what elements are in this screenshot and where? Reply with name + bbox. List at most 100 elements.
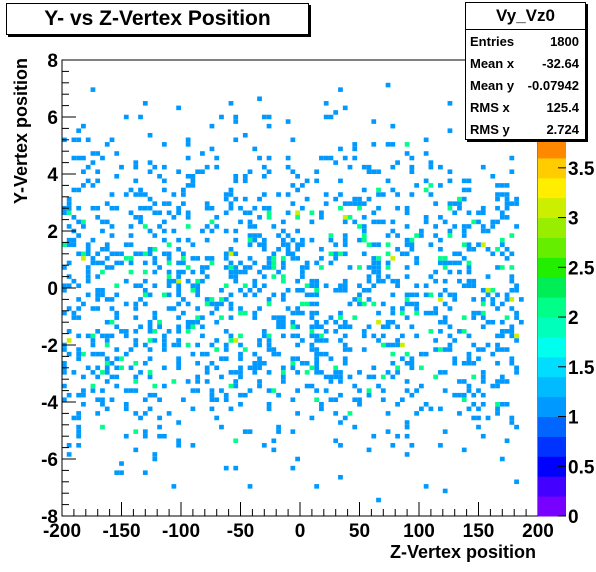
heatmap-cell [504, 215, 510, 220]
heatmap-cell [261, 242, 267, 247]
heatmap-cell [76, 155, 82, 161]
heatmap-cell [323, 114, 329, 120]
heatmap-cell [333, 256, 339, 261]
heatmap-cell [352, 397, 358, 402]
heatmap-cell [123, 329, 129, 334]
heatmap-cell [223, 397, 229, 402]
heatmap-cell [385, 342, 391, 348]
heatmap-cell [442, 265, 448, 270]
heatmap-cell [66, 338, 72, 343]
heatmap-cell [62, 397, 67, 402]
heatmap-cell [271, 292, 277, 298]
heatmap-cell [461, 329, 467, 334]
palette-swatch [538, 277, 566, 298]
heatmap-cell [214, 215, 220, 220]
heatmap-cell [95, 351, 101, 357]
heatmap-cell [357, 397, 362, 402]
heatmap-cell [100, 288, 105, 293]
heatmap-cell [71, 310, 77, 316]
palette-swatch [538, 416, 566, 437]
heatmap-cell [228, 101, 234, 106]
heatmap-cell [447, 306, 453, 311]
heatmap-cell [233, 137, 239, 143]
heatmap-cell [223, 251, 229, 257]
heatmap-cell [142, 433, 148, 439]
heatmap-cell [399, 306, 405, 311]
heatmap-cell [138, 297, 143, 302]
stats-rows: Entries 1800 Mean x -32.64 Mean y -0.07942 RMS… [466, 30, 585, 140]
heatmap-cell [385, 370, 391, 375]
heatmap-cell [404, 315, 410, 320]
heatmap-cell [233, 438, 239, 444]
heatmap-cell [323, 101, 329, 106]
heatmap-cell [104, 242, 110, 247]
heatmap-cell [319, 324, 324, 330]
heatmap-cell [423, 402, 429, 407]
heatmap-cell [223, 329, 229, 334]
heatmap-cell [276, 392, 281, 398]
heatmap-cell [509, 420, 515, 425]
heatmap-cell [414, 333, 419, 339]
heatmap-cell [219, 374, 224, 380]
heatmap-cell [300, 338, 305, 343]
heatmap-cell [376, 310, 381, 316]
heatmap-cell [62, 288, 67, 293]
heatmap-cell [442, 488, 448, 494]
stats-row: RMS y 2.724 [466, 118, 585, 140]
heatmap-cell [300, 183, 305, 188]
heatmap-cell [95, 365, 101, 371]
heatmap-cell [128, 210, 134, 216]
heatmap-cell [257, 356, 262, 361]
heatmap-cell [295, 324, 300, 330]
heatmap-cell [333, 288, 339, 293]
heatmap-cell [133, 374, 139, 380]
heatmap-cell [133, 178, 139, 184]
heatmap-cell [471, 415, 477, 421]
stats-label: RMS x [470, 99, 510, 115]
palette-swatch [538, 177, 566, 199]
heatmap-cell [338, 146, 343, 152]
heatmap-cell [85, 274, 91, 279]
heatmap-cell [395, 205, 400, 211]
heatmap-cell [119, 260, 124, 266]
heatmap-cell [176, 237, 181, 243]
heatmap-cell [466, 351, 472, 357]
heatmap-cell [228, 246, 234, 252]
heatmap-cell [104, 265, 110, 270]
x-axis-ticks: -200 -150 -100 -50 0 50 100 150 200 [43, 502, 554, 542]
heatmap-cell [114, 310, 120, 316]
heatmap-cell [290, 360, 296, 366]
heatmap-cell [338, 420, 343, 425]
x-tick-label: -100 [162, 521, 200, 542]
heatmap-cell [280, 324, 286, 330]
heatmap-cell [95, 274, 101, 279]
heatmap-cell [142, 292, 148, 298]
heatmap-cell [161, 433, 167, 439]
heatmap-cell [242, 269, 248, 275]
heatmap-cell [147, 319, 153, 325]
heatmap-cell [357, 201, 362, 206]
heatmap-cell [114, 470, 120, 475]
heatmap-cell [152, 315, 158, 320]
heatmap-cell [114, 315, 120, 320]
heatmap-cell [142, 269, 148, 275]
heatmap-cell [223, 297, 229, 302]
x-tick-label: 200 [522, 521, 554, 542]
heatmap-cell [471, 219, 477, 225]
heatmap-cell [200, 269, 205, 275]
heatmap-cell [409, 242, 415, 247]
heatmap-cell [380, 397, 386, 402]
heatmap-cell [361, 251, 367, 257]
heatmap-cell [233, 251, 239, 257]
heatmap-cell [471, 246, 477, 252]
heatmap-cell [81, 301, 86, 307]
heatmap-cell [380, 278, 386, 284]
heatmap-cell [438, 215, 443, 220]
heatmap-cell [104, 142, 110, 147]
heatmap-cell [290, 465, 296, 471]
heatmap-cell [504, 329, 510, 334]
heatmap-cell [109, 333, 115, 339]
heatmap-cell [314, 324, 320, 330]
heatmap-cell [323, 155, 329, 161]
heatmap-cell [271, 265, 277, 270]
